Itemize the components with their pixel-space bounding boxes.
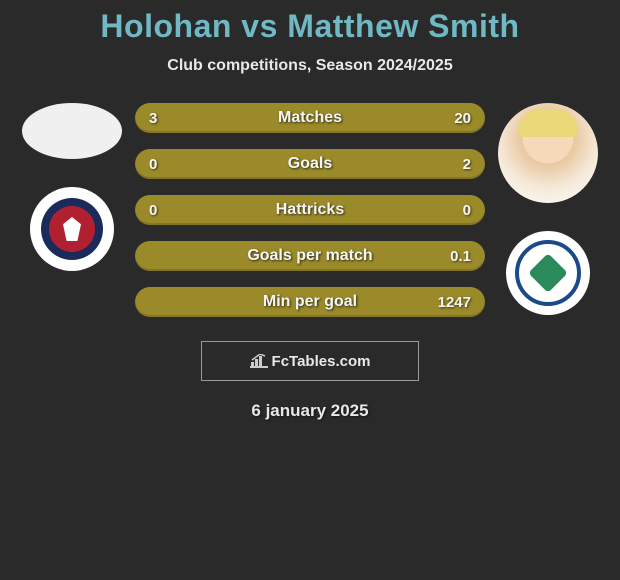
- subtitle: Club competitions, Season 2024/2025: [0, 57, 620, 75]
- club-badge-left: [30, 187, 114, 271]
- stat-label: Hattricks: [276, 201, 344, 219]
- stat-label: Min per goal: [263, 293, 357, 311]
- stat-bar-goals-per-match: Goals per match 0.1: [135, 241, 485, 271]
- stat-bar-matches: 3 Matches 20: [135, 103, 485, 133]
- left-player-column: [17, 103, 127, 271]
- stat-right-value: 0.1: [450, 248, 471, 265]
- brand-text: FcTables.com: [272, 353, 371, 370]
- stat-right-value: 0: [463, 202, 471, 219]
- stat-right-value: 2: [463, 156, 471, 173]
- brand-badge[interactable]: FcTables.com: [201, 341, 419, 381]
- stat-left-value: 3: [149, 110, 157, 127]
- chart-icon: [250, 354, 268, 368]
- main-row: 3 Matches 20 0 Goals 2 0 Hattricks 0 Goa…: [0, 103, 620, 317]
- player-left-avatar: [22, 103, 122, 159]
- comparison-card: Holohan vs Matthew Smith Club competitio…: [0, 0, 620, 421]
- right-player-column: [493, 103, 603, 315]
- page-title: Holohan vs Matthew Smith: [0, 8, 620, 45]
- stat-bar-hattricks: 0 Hattricks 0: [135, 195, 485, 225]
- date-label: 6 january 2025: [0, 401, 620, 421]
- stat-bar-min-per-goal: Min per goal 1247: [135, 287, 485, 317]
- stat-label: Matches: [278, 109, 342, 127]
- stat-left-value: 0: [149, 156, 157, 173]
- club-badge-right: [506, 231, 590, 315]
- stat-right-value: 1247: [438, 294, 471, 311]
- stat-bars: 3 Matches 20 0 Goals 2 0 Hattricks 0 Goa…: [135, 103, 485, 317]
- stat-label: Goals: [288, 155, 332, 173]
- stat-left-value: 0: [149, 202, 157, 219]
- stat-right-value: 20: [454, 110, 471, 127]
- stat-bar-goals: 0 Goals 2: [135, 149, 485, 179]
- player-right-avatar: [498, 103, 598, 203]
- stat-label: Goals per match: [247, 247, 372, 265]
